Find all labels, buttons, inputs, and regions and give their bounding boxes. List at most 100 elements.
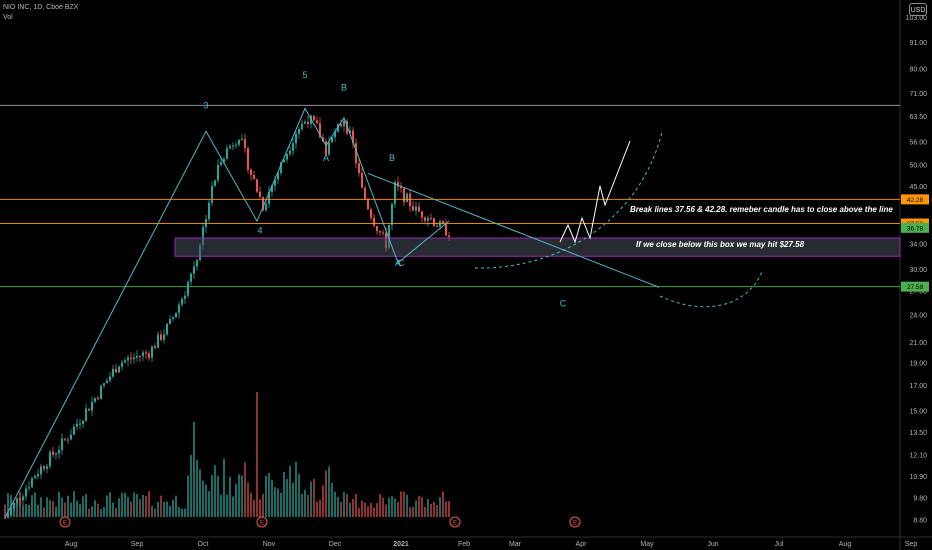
volume-bar [88,508,90,517]
candle-body [364,187,366,200]
candle-body [421,211,423,218]
volume-bar [322,485,324,517]
volume-bar [79,504,81,517]
volume-bar [67,495,69,517]
volume-bar [358,508,360,517]
candle-body [10,507,12,515]
volume-bar [7,493,9,517]
volume-bar [109,492,111,517]
volume-bar [25,503,27,517]
annotation-box-target: If we close below this box we may hit $2… [636,240,805,249]
elliott-wave-line [4,107,450,518]
y-tick-label: 24.00 [909,313,927,320]
candle-body [289,150,291,154]
candle-body [4,517,6,519]
candle-body [298,128,300,134]
candle-body [49,451,51,467]
volume-bar [133,492,135,517]
candle-body [244,138,246,149]
volume-bar [139,499,141,517]
candle-body [355,143,357,164]
wave-label: B [389,153,395,163]
volume-bar [370,502,372,517]
volume-bar [304,490,306,517]
candle-body [154,346,156,348]
volume-bar [40,497,42,517]
candle-body [37,474,39,477]
candle-body [274,179,276,186]
y-tick-label: 91.00 [909,40,927,47]
candle-body [118,366,120,373]
volume-bar [250,492,252,517]
earnings-marker-label: E [63,521,67,527]
candle-body [265,203,267,211]
candle-body [109,376,111,381]
support-box [174,237,901,257]
volume-bar [124,492,126,517]
volume-bar [445,501,447,517]
volume-bar [385,504,387,517]
volume-bar [361,500,363,517]
volume-bar [406,494,408,517]
candle-body [34,476,36,479]
candle-body [229,146,231,149]
volume-bar [430,503,432,517]
candle-body [187,281,189,296]
x-tick-label: Aug [65,541,78,548]
volume-bar [271,479,273,517]
volume-bar [151,505,153,517]
volume-bar [58,491,60,517]
volume-bar [136,494,138,517]
volume-bar [397,501,399,517]
candle-body [40,466,42,475]
candle-body [340,124,342,127]
candle-body [94,397,96,402]
candle-body [133,357,135,360]
candle-body [166,323,168,335]
volume-bar [142,494,144,517]
price-badge-label: 27.58 [907,284,924,291]
candle-body [427,218,429,221]
y-tick-label: 80.00 [909,67,927,74]
volume-bar [106,495,108,517]
candle-body [415,206,417,211]
candle-body [196,259,198,267]
x-tick-label: Dec [329,541,342,548]
candle-body [163,334,165,340]
candle-body [73,426,75,435]
volume-bar [403,491,405,517]
volume-bar [289,465,291,517]
annotation-break-lines: Break lines 37.56 & 42.28. remeber candl… [630,205,893,214]
volume-bar [100,508,102,517]
y-tick-label: 63.50 [909,114,927,121]
candle-body [448,235,450,237]
earnings-marker [449,516,461,528]
candle-body [295,133,297,144]
volume-bar [43,507,45,517]
volume-bar [220,494,222,517]
candle-body [403,188,405,203]
candle-body [379,231,381,233]
currency-button[interactable]: USD [909,3,927,16]
candle-body [367,199,369,210]
candle-body [223,158,225,163]
candle-body [91,401,93,411]
candle-body [235,144,237,146]
candle-body [178,304,180,313]
candle-body [127,357,129,361]
candle-body [250,169,252,176]
candle-body [316,120,318,124]
volume-bar [256,392,258,517]
y-tick-label: 30.00 [909,267,927,274]
volume-bar [91,506,93,517]
candle-body [115,368,117,373]
candle-body [139,355,141,357]
volume-bar [259,499,261,517]
volume-bar [169,506,171,517]
volume-bar [274,487,276,517]
volume-bar [283,471,285,517]
volume-bar [178,507,180,517]
volume-bar [244,462,246,517]
volume-bar [448,501,450,517]
